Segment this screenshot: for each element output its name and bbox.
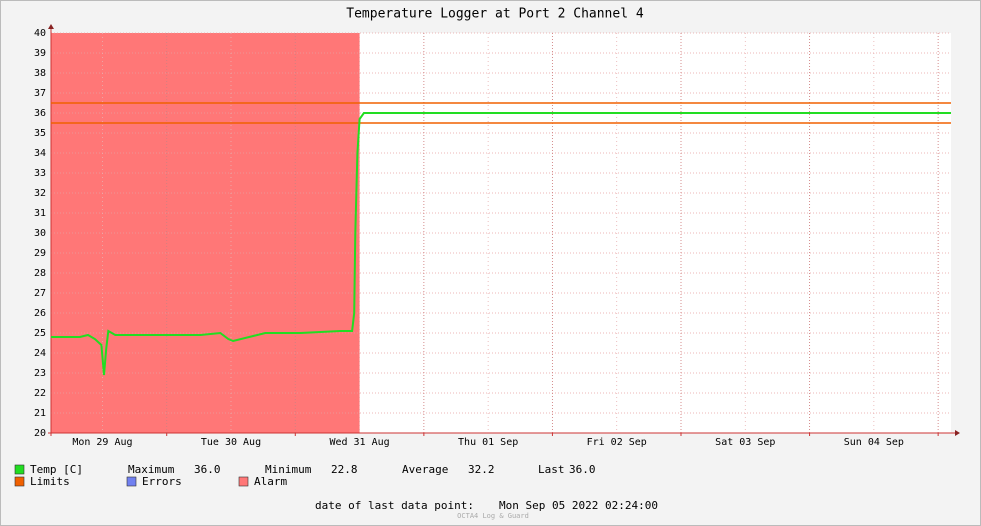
- y-tick-label: 33: [34, 168, 46, 179]
- chart-title: Temperature Logger at Port 2 Channel 4: [346, 7, 644, 22]
- watermark: OCTA4 Log & Guard: [457, 512, 529, 520]
- legend-label: Temp [C]: [30, 463, 83, 476]
- legend-label: Limits: [30, 475, 70, 488]
- stat-label: Maximum: [128, 463, 175, 476]
- y-tick-label: 36: [34, 108, 46, 119]
- footer-value: Mon Sep 05 2022 02:24:00: [499, 499, 658, 512]
- y-tick-label: 22: [34, 388, 46, 399]
- stat-value: 22.8: [331, 463, 358, 476]
- y-tick-label: 21: [34, 408, 46, 419]
- y-tick-label: 26: [34, 308, 46, 319]
- y-tick-label: 35: [34, 128, 46, 139]
- legend-swatch: [126, 476, 137, 487]
- y-tick-label: 24: [34, 348, 46, 359]
- y-tick-label: 27: [34, 288, 46, 299]
- stat-label: Average: [402, 463, 448, 476]
- y-tick-label: 32: [34, 188, 46, 199]
- y-tick-label: 31: [34, 208, 46, 219]
- series-line: [51, 112, 951, 376]
- alarm-area: [51, 33, 360, 433]
- y-tick-label: 30: [34, 228, 46, 239]
- y-tick-label: 20: [34, 428, 46, 439]
- axis-arrow: [955, 430, 960, 436]
- stat-label: Minimum: [265, 463, 312, 476]
- y-tick-label: 28: [34, 268, 46, 279]
- x-tick-label: Tue 30 Aug: [201, 437, 261, 448]
- x-tick-label: Fri 02 Sep: [587, 437, 647, 448]
- x-tick-label: Thu 01 Sep: [458, 437, 518, 448]
- stat-value: 32.2: [468, 463, 495, 476]
- y-tick-label: 40: [34, 28, 46, 39]
- legend-label: Alarm: [254, 475, 287, 488]
- x-tick-label: Mon 29 Aug: [72, 437, 132, 448]
- legend-swatch: [14, 476, 25, 487]
- stat-value: 36.0: [194, 463, 221, 476]
- y-tick-label: 38: [34, 68, 46, 79]
- legend-swatch: [14, 464, 25, 475]
- stat-value: 36.0: [569, 463, 596, 476]
- y-tick-label: 23: [34, 368, 46, 379]
- x-tick-label: Sat 03 Sep: [715, 437, 775, 448]
- stat-label: Last: [538, 463, 565, 476]
- y-tick-label: 39: [34, 48, 46, 59]
- footer-label: date of last data point:: [315, 499, 474, 512]
- y-tick-label: 25: [34, 328, 46, 339]
- legend-swatch: [238, 476, 249, 487]
- legend-label: Errors: [142, 475, 182, 488]
- y-tick-label: 34: [34, 148, 46, 159]
- x-tick-label: Wed 31 Aug: [329, 437, 389, 448]
- y-tick-label: 37: [34, 88, 46, 99]
- axis-arrow: [48, 24, 54, 29]
- x-tick-label: Sun 04 Sep: [844, 437, 904, 448]
- y-tick-label: 29: [34, 248, 46, 259]
